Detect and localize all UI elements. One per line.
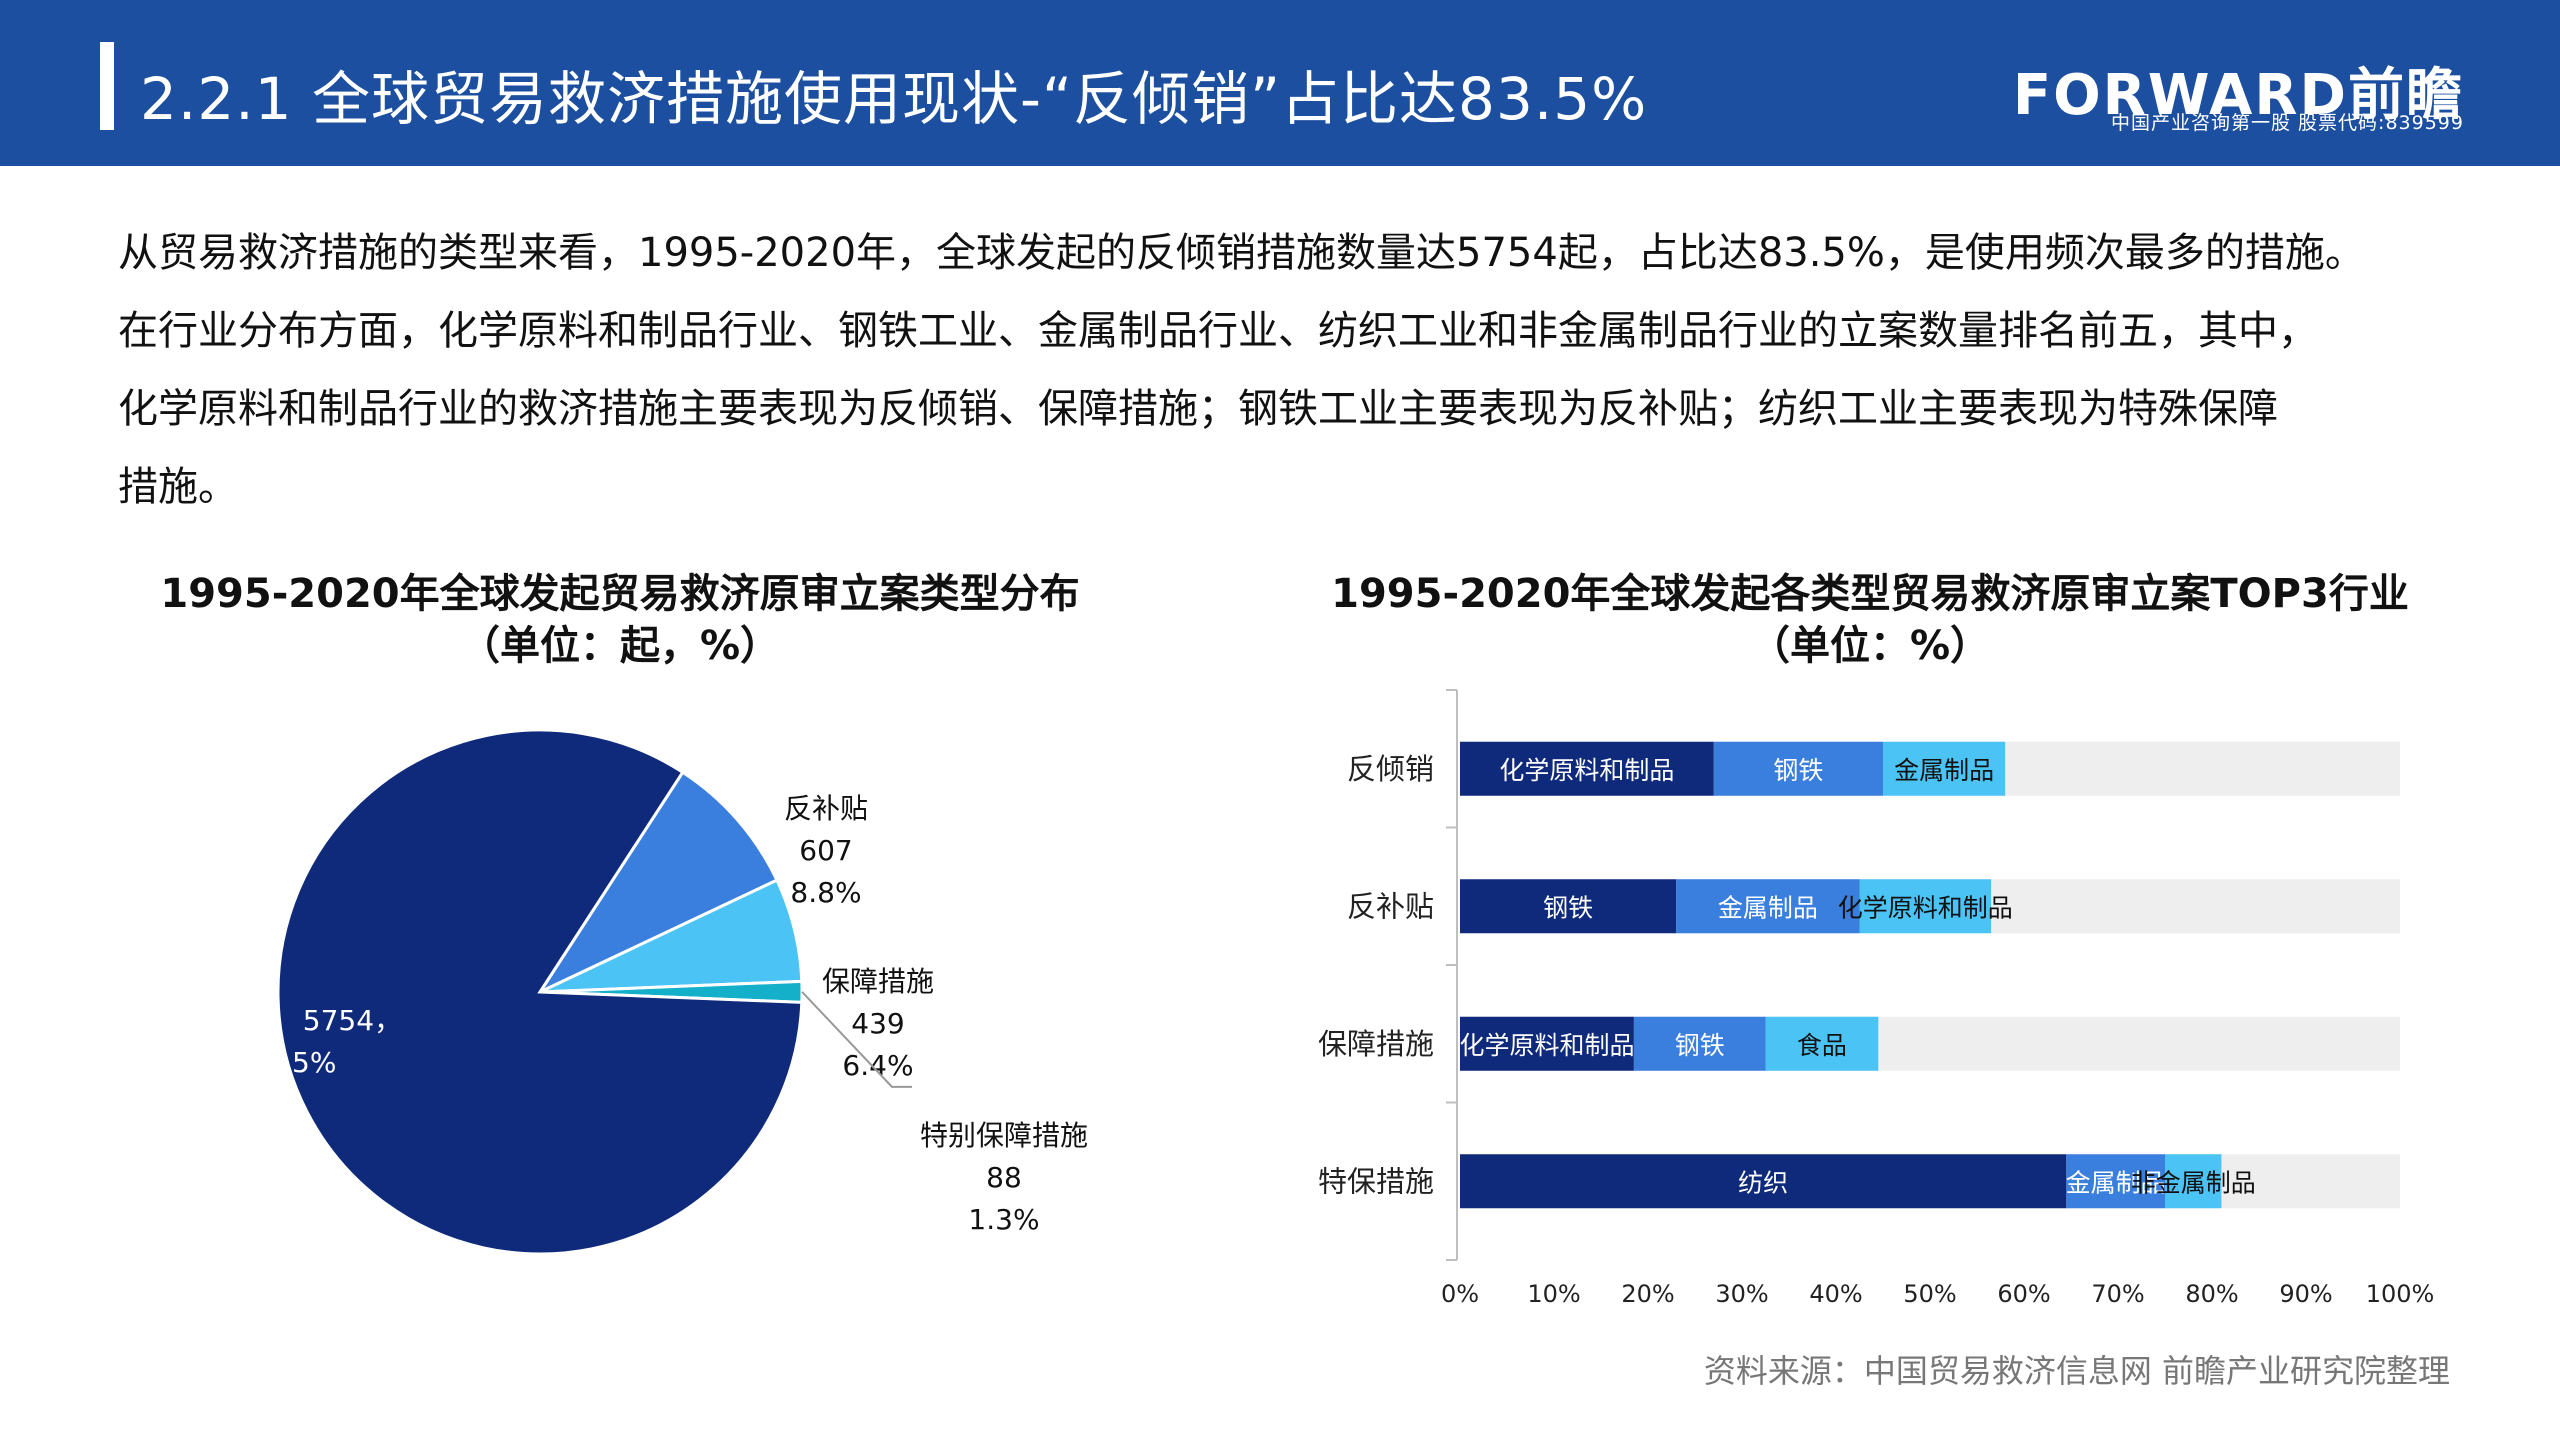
x-tick-label: 0% [1441, 1280, 1479, 1308]
intro-line: 化学原料和制品行业的救济措施主要表现为反倾销、保障措施；钢铁工业主要表现为反补贴… [118, 386, 2278, 432]
pie-slice [276, 728, 804, 1256]
bar-subtitle-text: （单位：%） [1749, 623, 1991, 669]
intro-text: 从贸易救济措施的类型来看，1995-2020年，全球发起的反倾销措施数量达575… [118, 214, 2458, 526]
pie-data-label: 反补贴 [784, 792, 868, 825]
bar-data-label: 食品 [1797, 1031, 1847, 1060]
bar-data-label: 金属制品 [1894, 756, 1994, 785]
bar-data-label: 金属制品 [2066, 1168, 2166, 1197]
pie-slice [535, 770, 779, 996]
pie-data-label: 88 [986, 1161, 1022, 1194]
bar-data-label: 钢铁 [1543, 893, 1593, 922]
bar-segment [1460, 1016, 1634, 1071]
bar-segment [1859, 879, 1992, 934]
y-tick-label: 保障措施 [1318, 1027, 1434, 1061]
bar-segment [1460, 1154, 2067, 1209]
pie-data-label: 439 [851, 1007, 904, 1040]
bar-title-text: 1995-2020年全球发起各类型贸易救济原审立案TOP3行业 [1331, 571, 2409, 617]
intro-line: 从贸易救济措施的类型来看，1995-2020年，全球发起的反倾销措施数量达575… [118, 230, 2365, 276]
y-tick-label: 反补贴 [1347, 889, 1434, 923]
x-tick-label: 100% [2366, 1280, 2435, 1308]
bar-data-label: 化学原料和制品 [1459, 1031, 1634, 1060]
title-accent-bar [100, 42, 114, 130]
bar-segment [1883, 741, 2006, 796]
source-note: 资料来源：中国贸易救济信息网 前瞻产业研究院整理 [1703, 1352, 2450, 1390]
bar-data-label: 化学原料和制品 [1838, 893, 2013, 922]
pie-data-label: 8.8% [790, 876, 861, 909]
y-tick-label: 反倾销 [1347, 752, 1434, 786]
x-tick-label: 90% [2279, 1280, 2332, 1308]
bar-segment [1633, 1016, 1766, 1071]
x-tick-label: 10% [1527, 1280, 1580, 1308]
pie-chart-title: 1995-2020年全球发起贸易救济原审立案类型分布 （单位：起，%） [100, 568, 1140, 672]
pie-data-label: 83.5% [248, 1046, 337, 1079]
bar-data-label: 非金属制品 [2131, 1168, 2256, 1197]
bar-segment [1713, 741, 1883, 796]
x-tick-label: 50% [1903, 1280, 1956, 1308]
x-tick-label: 80% [2185, 1280, 2238, 1308]
x-tick-label: 30% [1715, 1280, 1768, 1308]
x-tick-label: 60% [1997, 1280, 2050, 1308]
bar-data-label: 纺织 [1738, 1168, 1788, 1197]
page-title: 2.2.1 全球贸易救济措施使用现状-“反倾销”占比达83.5% [140, 65, 1648, 133]
pie-subtitle-text: （单位：起，%） [459, 623, 781, 669]
intro-line: 在行业分布方面，化学原料和制品行业、钢铁工业、金属制品行业、纺织工业和非金属制品… [118, 308, 2318, 354]
bar-segment [1676, 879, 1860, 934]
x-tick-label: 40% [1809, 1280, 1862, 1308]
logo-subtitle: 中国产业咨询第一股 股票代码:839599 [2111, 112, 2464, 134]
bar-segment [1460, 741, 1714, 796]
pie-leader-line [801, 991, 912, 1088]
bar-data-label: 钢铁 [1675, 1031, 1725, 1060]
bar-data-label: 钢铁 [1773, 756, 1823, 785]
pie-data-label: 保障措施 [822, 965, 934, 998]
x-tick-label: 20% [1621, 1280, 1674, 1308]
bar-data-label: 化学原料和制品 [1499, 756, 1674, 785]
header-bar: 2.2.1 全球贸易救济措施使用现状-“反倾销”占比达83.5% FORWARD… [0, 0, 2560, 166]
pie-title-text: 1995-2020年全球发起贸易救济原审立案类型分布 [160, 571, 1080, 617]
pie-data-label: 607 [799, 834, 852, 867]
y-tick-label: 特保措施 [1318, 1164, 1434, 1198]
bar-chart-title: 1995-2020年全球发起各类型贸易救济原审立案TOP3行业 （单位：%） [1300, 568, 2440, 672]
bar-segment [2066, 1154, 2165, 1209]
bar-segment [2165, 1154, 2222, 1209]
bar-data-label: 金属制品 [1718, 893, 1818, 922]
bar-segment [1765, 1016, 1879, 1071]
bar-segment [1460, 879, 1677, 934]
pie-chart: 反补贴 607 8.8% 保障措施 439 6.4% 特别保障措施 88 1.3% 反倾销， 57… [182, 728, 1088, 1256]
intro-line: 措施。 [118, 464, 238, 510]
pie-data-label: 1.3% [968, 1203, 1039, 1236]
pie-data-label: 特别保障措施 [920, 1119, 1088, 1152]
x-tick-label: 70% [2091, 1280, 2144, 1308]
pie-data-label: 6.4% [842, 1049, 913, 1082]
pie-data-label: 反倾销， 5754， [182, 1004, 402, 1037]
forward-logo: FORWARD前瞻 [2012, 63, 2464, 128]
